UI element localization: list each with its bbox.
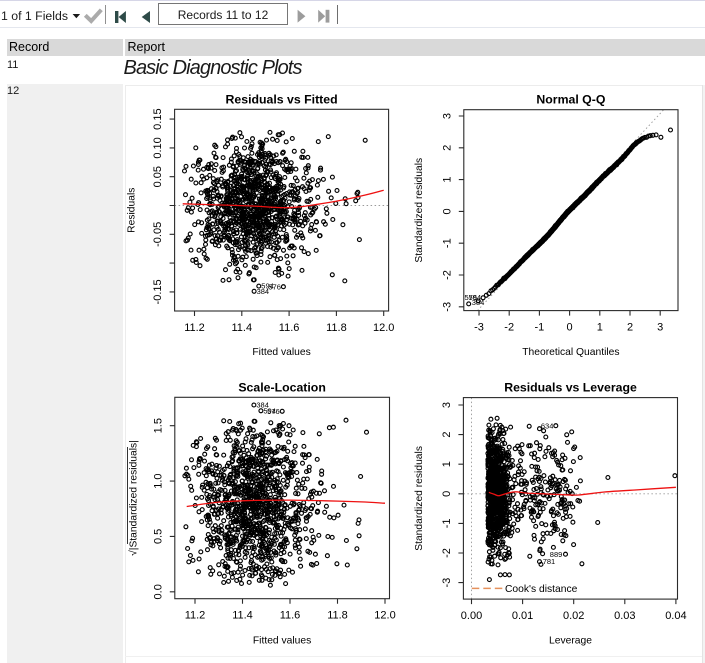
svg-text:594: 594: [263, 406, 276, 415]
svg-text:11.6: 11.6: [280, 610, 301, 622]
svg-text:0.01: 0.01: [512, 610, 533, 622]
svg-text:0.00: 0.00: [461, 610, 482, 622]
svg-text:2: 2: [627, 322, 633, 334]
svg-text:11.8: 11.8: [326, 322, 347, 334]
svg-text:Standardized residuals: Standardized residuals: [414, 446, 425, 551]
svg-text:384: 384: [256, 400, 269, 409]
svg-text:0.03: 0.03: [614, 610, 635, 622]
svg-text:-3: -3: [441, 578, 453, 588]
svg-text:1: 1: [441, 177, 453, 183]
svg-text:11.4: 11.4: [232, 322, 253, 334]
svg-text:12.0: 12.0: [374, 610, 395, 622]
svg-text:0: 0: [567, 322, 573, 334]
svg-text:0: 0: [441, 491, 453, 497]
svg-text:1: 1: [597, 322, 603, 334]
svg-text:2: 2: [441, 432, 453, 438]
svg-text:-3: -3: [441, 302, 453, 312]
svg-text:-2: -2: [441, 548, 453, 558]
svg-text:384: 384: [472, 298, 485, 307]
svg-text:3: 3: [441, 402, 453, 408]
svg-text:0.05: 0.05: [152, 166, 164, 187]
svg-text:Standardized residuals: Standardized residuals: [414, 158, 425, 263]
svg-text:0.15: 0.15: [152, 108, 164, 129]
svg-text:Residuals: Residuals: [127, 188, 138, 233]
svg-text:576: 576: [268, 282, 281, 291]
svg-text:576: 576: [464, 293, 477, 302]
svg-text:781: 781: [543, 557, 556, 566]
svg-text:11.2: 11.2: [185, 610, 206, 622]
svg-text:0: 0: [441, 208, 453, 214]
svg-text:1.0: 1.0: [152, 473, 164, 488]
svg-text:594: 594: [261, 282, 274, 291]
svg-text:Residuals vs Fitted: Residuals vs Fitted: [226, 92, 338, 106]
svg-text:Fitted values: Fitted values: [253, 635, 311, 646]
svg-text:11.2: 11.2: [184, 322, 205, 334]
svg-text:√|Standardized residuals|: √|Standardized residuals|: [127, 440, 139, 556]
svg-text:11.8: 11.8: [327, 610, 348, 622]
svg-text:-1: -1: [535, 322, 545, 334]
svg-text:384: 384: [257, 287, 270, 296]
svg-text:-3: -3: [474, 322, 484, 334]
svg-text:-2: -2: [504, 322, 514, 334]
svg-text:11.4: 11.4: [232, 610, 253, 622]
svg-text:1: 1: [441, 461, 453, 467]
svg-text:0.5: 0.5: [152, 529, 164, 544]
svg-text:0.0: 0.0: [152, 584, 164, 599]
svg-text:0.10: 0.10: [152, 137, 164, 158]
svg-text:Normal Q-Q: Normal Q-Q: [536, 93, 605, 107]
svg-text:594: 594: [468, 293, 481, 302]
svg-text:Cook's distance: Cook's distance: [505, 584, 578, 595]
svg-text:12.0: 12.0: [373, 322, 394, 334]
svg-text:-0.05: -0.05: [152, 222, 164, 247]
svg-text:Scale-Location: Scale-Location: [238, 380, 325, 394]
svg-text:3: 3: [441, 113, 453, 119]
svg-text:3: 3: [657, 322, 663, 334]
svg-text:Residuals vs Leverage: Residuals vs Leverage: [504, 381, 637, 395]
svg-text:-0.15: -0.15: [152, 279, 164, 304]
svg-text:-1: -1: [441, 519, 453, 529]
svg-text:1.5: 1.5: [152, 418, 164, 433]
svg-text:11.6: 11.6: [279, 322, 300, 334]
svg-text:889: 889: [550, 550, 563, 559]
svg-text:2: 2: [441, 145, 453, 151]
svg-text:Fitted values: Fitted values: [252, 347, 310, 358]
svg-text:-2: -2: [441, 270, 453, 280]
svg-text:Theoretical Quantiles: Theoretical Quantiles: [522, 347, 619, 358]
svg-text:Leverage: Leverage: [549, 635, 592, 646]
svg-text:0.02: 0.02: [563, 610, 584, 622]
svg-text:634: 634: [541, 422, 554, 431]
svg-text:0.04: 0.04: [665, 610, 686, 622]
svg-text:-1: -1: [441, 238, 453, 248]
svg-text:576: 576: [267, 407, 280, 416]
